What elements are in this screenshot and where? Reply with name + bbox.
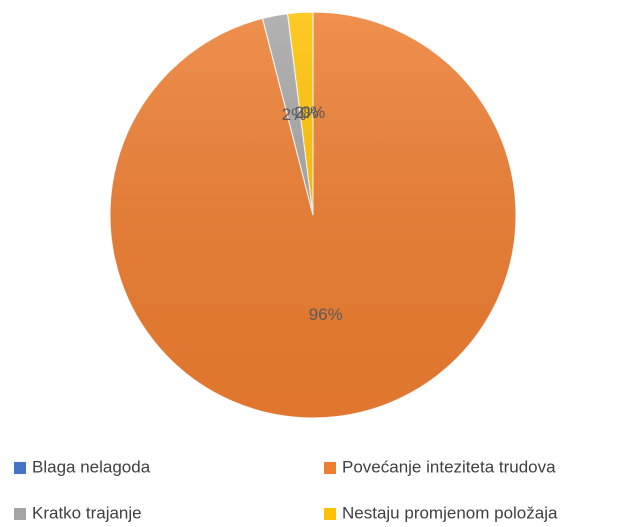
legend-swatch bbox=[14, 462, 26, 474]
data-label: 2% bbox=[282, 105, 307, 124]
legend-swatch bbox=[324, 508, 336, 520]
data-label: 96% bbox=[309, 305, 343, 324]
legend-label: Blaga nelagoda bbox=[32, 457, 151, 476]
legend-label: Povećanje inteziteta trudova bbox=[342, 457, 556, 476]
data-label: 0% bbox=[301, 103, 326, 122]
legend-swatch bbox=[14, 508, 26, 520]
legend-swatch bbox=[324, 462, 336, 474]
legend-label: Nestaju promjenom položaja bbox=[342, 503, 558, 522]
data-label: 2% bbox=[294, 103, 319, 122]
legend-label: Kratko trajanje bbox=[32, 503, 142, 522]
